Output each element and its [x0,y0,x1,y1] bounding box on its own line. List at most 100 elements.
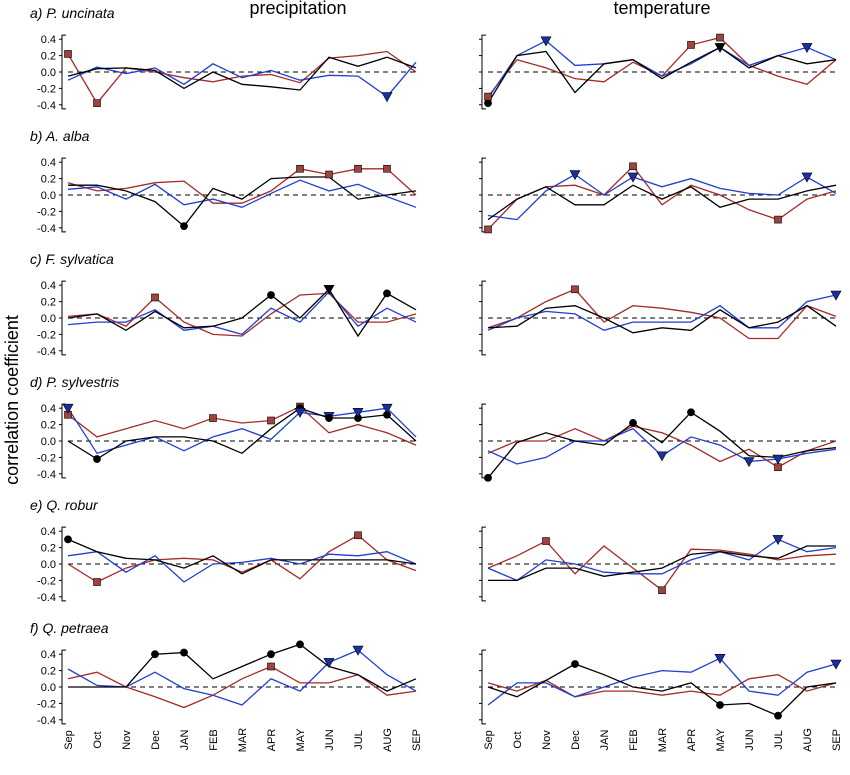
marker-black-circle [629,419,637,427]
marker-red-square [325,170,333,179]
y-axis-line [481,526,486,602]
panel-1-temperature [479,33,837,110]
y-tick-label: 0.0 [41,436,56,448]
y-tick-label: 0.0 [41,190,56,202]
series-line-blue [487,657,837,706]
series-line-red [487,674,837,698]
x-tick-label: APR [266,729,278,752]
marker-blue-triangle [352,645,364,656]
panel-6-temperature [479,649,842,725]
y-tick-label: -0.4 [37,346,56,358]
marker-black-circle [180,648,188,657]
y-axis-line [481,280,486,356]
y-axis-line [481,403,486,479]
x-tick-label: FEB [208,729,220,750]
marker-blue-triangle [323,658,335,669]
y-tick-label: 0.0 [41,682,56,694]
y-tick-label: 0.4 [41,280,56,292]
x-tick-label: Oct [512,731,524,748]
y-axis-label: correlation coefficient [2,315,22,485]
marker-black-circle [571,660,579,668]
y-tick-label: 0.2 [41,666,56,678]
y-tick-label: 0.4 [41,649,56,661]
y-tick-label: 0.2 [41,543,56,555]
marker-red-square [354,164,362,173]
marker-red-square [64,50,72,58]
y-tick-label: 0.4 [41,403,56,415]
y-tick-label: 0.0 [41,67,56,79]
x-tick-label: Nov [541,730,553,750]
marker-red-square [93,99,101,107]
marker-blue-triangle [743,457,755,468]
marker-black-circle [296,640,304,649]
marker-black-circle [774,711,782,720]
series-line-red [487,36,837,98]
marker-blue-triangle [772,535,784,546]
marker-black-circle [180,222,188,231]
series-line-black [68,176,417,228]
marker-blue-triangle [801,172,813,183]
panel-5-temperature [479,526,837,602]
marker-red-square [354,531,362,540]
marker-black-triangle [323,284,335,295]
y-tick-label: -0.2 [37,329,56,341]
y-tick-label: 0.2 [41,297,56,309]
x-tick-label: JUN [324,729,336,750]
series-line-black [487,304,837,334]
y-tick-label: 0.4 [41,526,56,538]
y-axis-line [481,649,486,725]
panel-3-temperature [479,280,842,356]
marker-black-circle [383,289,391,298]
series-line-blue [487,294,837,331]
series-line-black [67,288,417,338]
panel-4-precipitation: 0.4 0.2 0.0 -0.2 -0.4 d) P. sylvestris [30,374,417,481]
y-tick-label: 0.2 [41,174,56,186]
series-line-blue [67,61,417,98]
y-tick-label: -0.2 [37,83,56,95]
y-tick-label: -0.2 [37,206,56,218]
series-line-blue [487,40,837,99]
x-tick-label: Oct [92,731,104,748]
y-axis-line [61,157,66,233]
panel-title: e) Q. robur [30,497,99,513]
series-line-blue [487,538,837,582]
marker-red-square [774,463,782,472]
marker-red-square [774,215,782,224]
x-tick-label: MAR [657,728,669,753]
x-tick-label: Sep [483,730,495,750]
x-tick-label: AUG [382,728,394,752]
panel-3-precipitation: 0.4 0.2 0.0 -0.2 -0.4 c) F. sylvatica [30,251,417,358]
y-tick-label: 0.2 [41,420,56,432]
series-line-red [487,288,837,340]
series-line-blue [67,179,417,208]
x-tick-label: Dec [150,730,162,750]
marker-blue-triangle [381,92,393,103]
marker-black-circle [64,535,72,544]
marker-blue-triangle [627,172,639,183]
y-tick-label: -0.4 [37,592,56,604]
y-tick-label: -0.4 [37,715,56,727]
panel-4-temperature [479,403,837,482]
marker-red-square [267,662,275,671]
marker-blue-triangle [381,403,393,414]
marker-black-circle [484,473,492,482]
panel-title: d) P. sylvestris [30,374,119,390]
marker-red-square [209,414,217,422]
x-tick-label: MAR [237,728,249,753]
x-tick-label: JUN [744,729,756,750]
series-line-black [488,545,836,582]
series-line-blue [67,551,417,583]
x-tick-label: JUL [773,730,785,750]
series-line-black [487,184,837,221]
marker-red-square [151,293,159,302]
x-axis-labels: Sep Oct Nov Dec JAN FEB MAR APR MAY JUN JUL AUG SEP S… [63,728,843,753]
y-axis-line [61,280,66,356]
column-header-temperature: temperature [613,0,710,18]
marker-blue-triangle [569,170,581,181]
marker-blue-triangle [801,43,813,54]
y-tick-label: 0.4 [41,157,56,169]
marker-blue-triangle [352,407,364,418]
series-line-black [67,407,417,460]
marker-red-square [296,164,304,173]
